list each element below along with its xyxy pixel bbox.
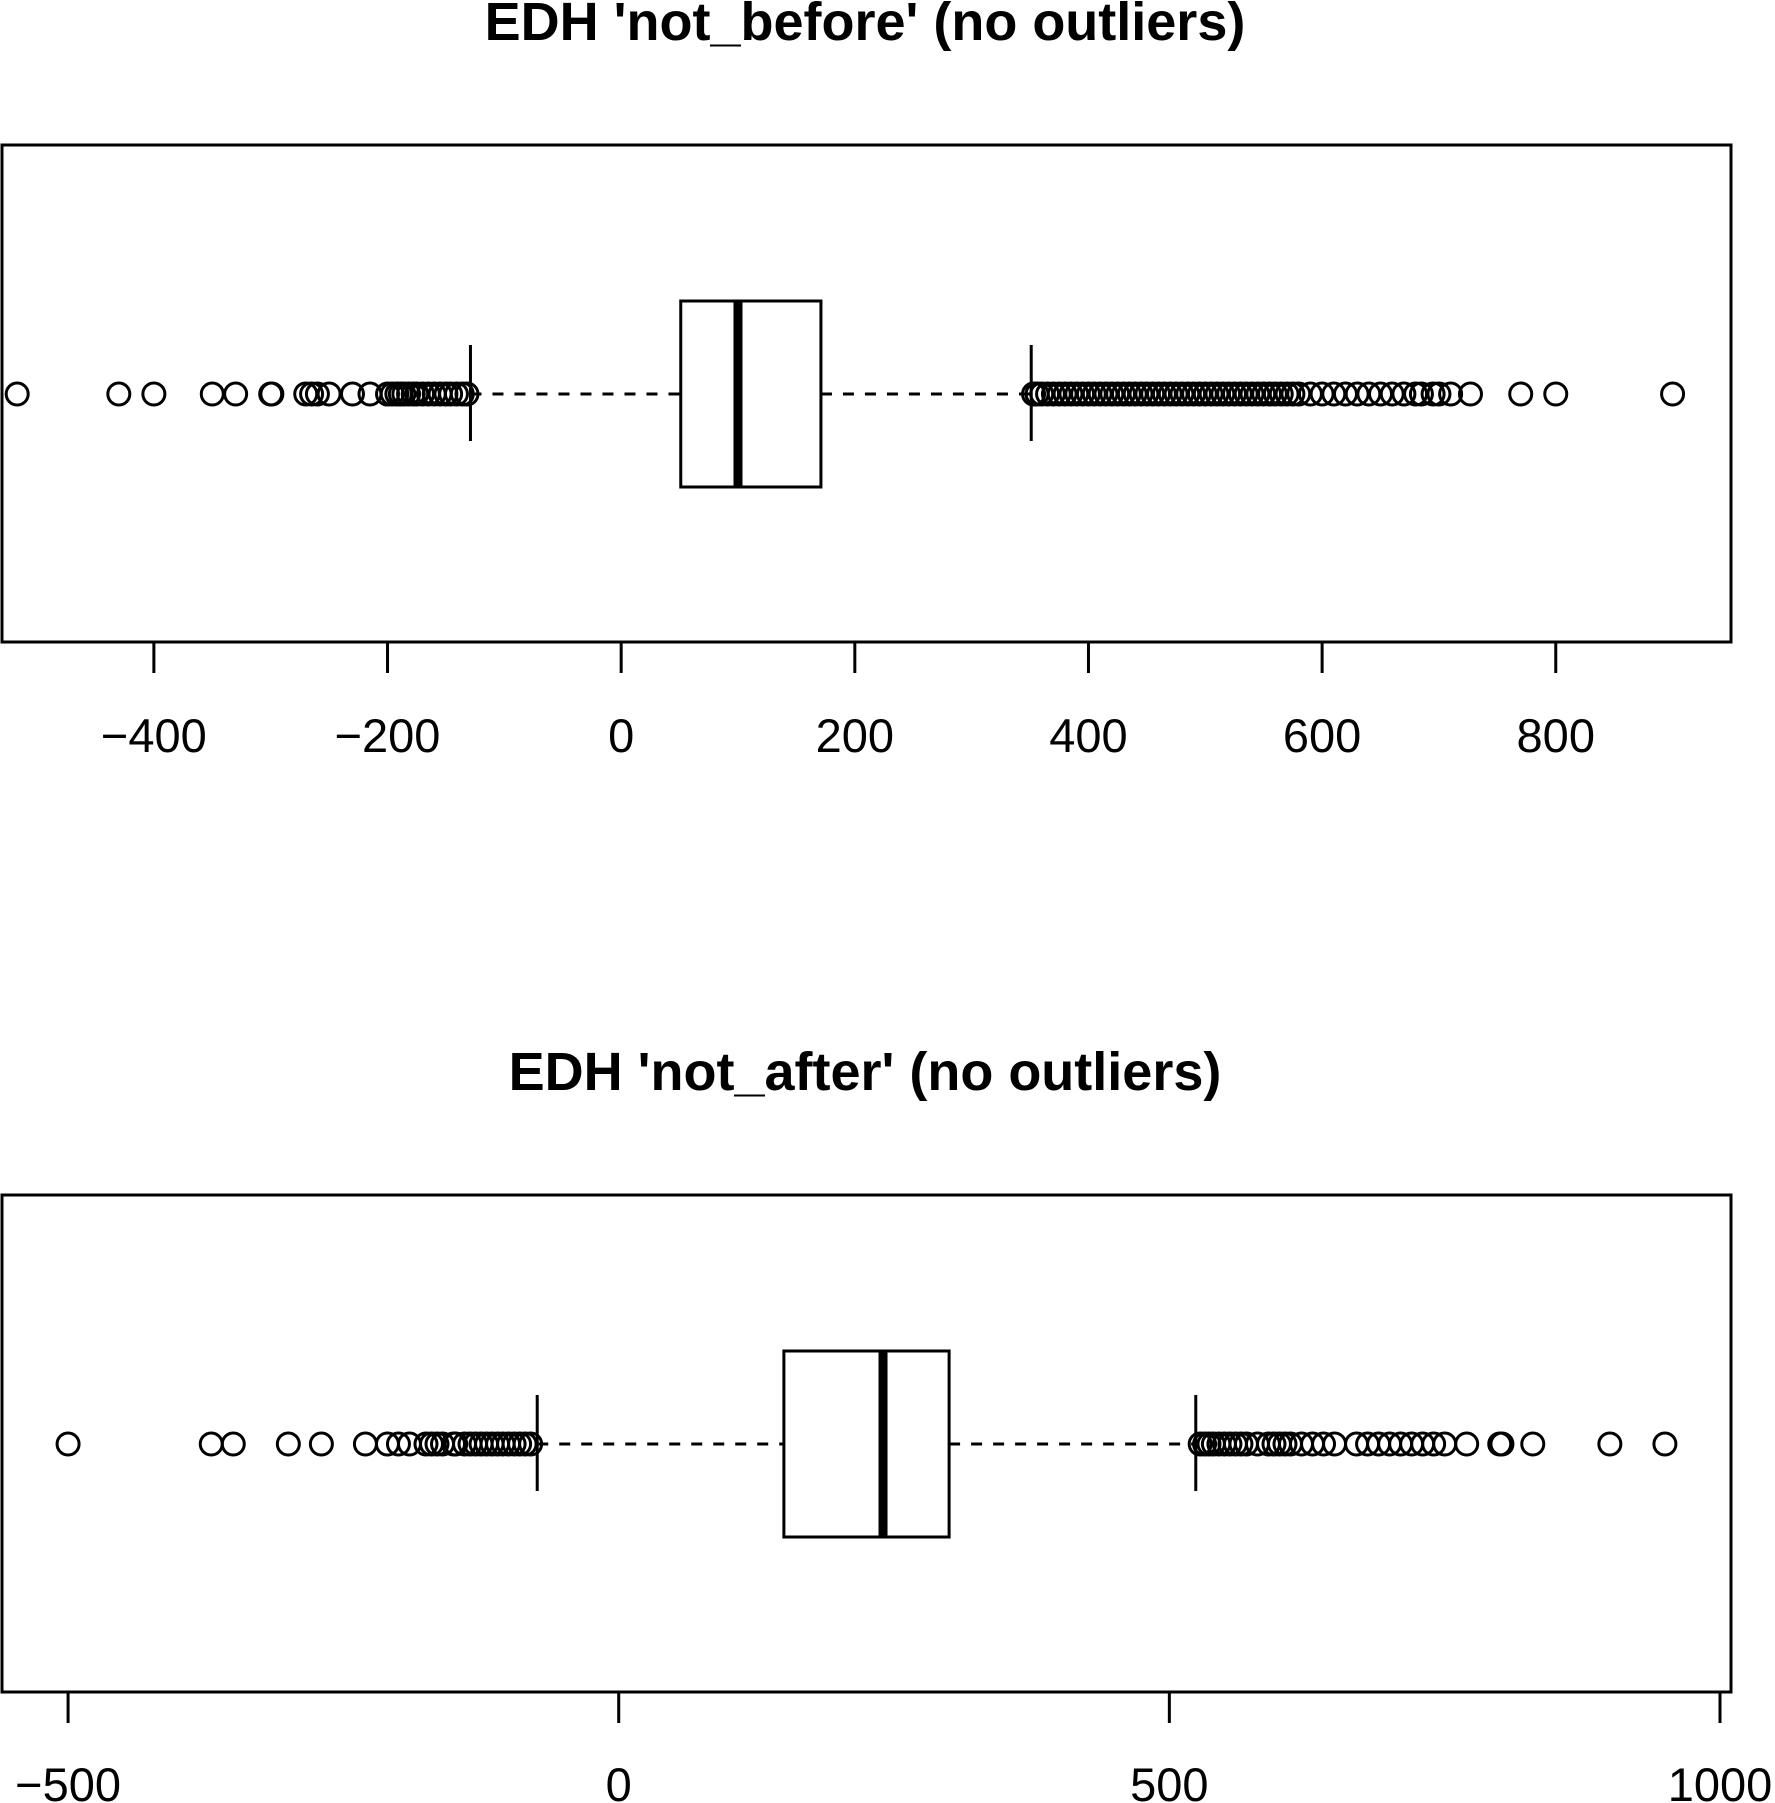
x-tick-label: 0 (606, 1758, 632, 1803)
outlier-point (220, 1431, 246, 1457)
boxplot-marks (55, 1349, 1678, 1539)
interquartile-box (782, 1349, 951, 1539)
outlier-point (1520, 1431, 1546, 1457)
outlier-point (1543, 381, 1569, 407)
x-tick-label: −200 (335, 709, 441, 762)
x-tick-label: 600 (1283, 709, 1361, 762)
outlier-point (1597, 1431, 1623, 1457)
outlier-point (1391, 381, 1417, 407)
outlier-point (198, 1431, 224, 1457)
x-tick-label: 0 (608, 709, 634, 762)
outlier-point (1311, 1431, 1337, 1457)
outlier-point (1652, 1431, 1678, 1457)
outlier-point (1421, 1431, 1447, 1457)
x-tick-label: 400 (1049, 709, 1127, 762)
outlier-point (518, 1431, 544, 1457)
x-tick-label: −400 (101, 709, 207, 762)
outlier-point (352, 1431, 378, 1457)
x-axis: −500 0 500 1000 (15, 1690, 1773, 1803)
x-tick-label: 1000 (1668, 1758, 1773, 1803)
outlier-point (55, 1431, 81, 1457)
outlier-point (1426, 381, 1452, 407)
outlier-point (385, 1431, 411, 1457)
boxplot-panel-not-after: EDH 'not_after' (no outliers) −500 0 500 10… (0, 1042, 1773, 1803)
outlier-point (339, 381, 365, 407)
interquartile-box (679, 299, 823, 489)
x-tick-label: 800 (1517, 709, 1595, 762)
outlier-point (1660, 381, 1686, 407)
outlier-point (1457, 381, 1483, 407)
outlier-point (1454, 1431, 1480, 1457)
outlier-point (141, 381, 167, 407)
chart-title: EDH 'not_after' (no outliers) (509, 1042, 1222, 1102)
x-tick-label: −500 (15, 1758, 121, 1803)
outlier-point (1508, 381, 1534, 407)
chart-title: EDH 'not_before' (no outliers) (485, 0, 1246, 52)
outlier-point (275, 1431, 301, 1457)
outlier-point (223, 381, 249, 407)
outlier-point (259, 381, 285, 407)
outlier-point (199, 381, 225, 407)
outlier-point (1408, 381, 1434, 407)
boxplot-panel-not-before: EDH 'not_before' (no outliers) −400 −200 0… (0, 0, 1733, 762)
outlier-point (443, 1431, 469, 1457)
x-tick-label: 200 (816, 709, 894, 762)
outlier-point (1489, 1431, 1515, 1457)
boxplot-marks (4, 299, 1686, 489)
outlier-point (308, 1431, 334, 1457)
outlier-point (304, 381, 330, 407)
outlier-point (106, 381, 132, 407)
outlier-point (4, 381, 30, 407)
outlier-point (454, 381, 480, 407)
x-tick-label: 500 (1130, 1758, 1208, 1803)
outlier-point (1438, 381, 1464, 407)
x-axis: −400 −200 0 200 400 600 800 (101, 640, 1595, 762)
